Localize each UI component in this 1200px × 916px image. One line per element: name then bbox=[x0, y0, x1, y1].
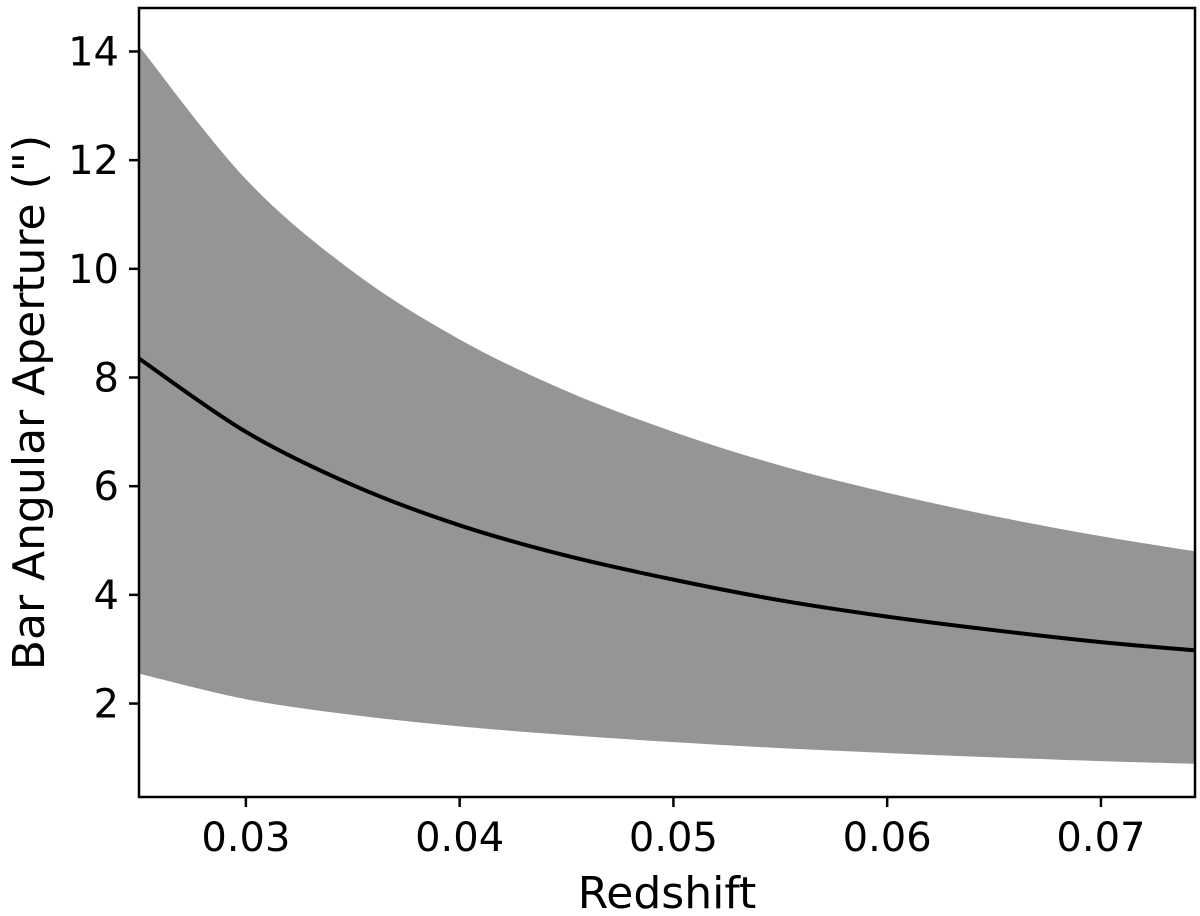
y-tick-label: 6 bbox=[94, 464, 119, 510]
y-tick-label: 10 bbox=[68, 247, 119, 293]
y-axis-label: Bar Angular Aperture (") bbox=[4, 135, 55, 670]
x-axis-label: Redshift bbox=[578, 868, 757, 916]
x-axis: 0.03 0.04 0.05 0.06 0.07 bbox=[201, 797, 1145, 861]
x-tick-label: 0.07 bbox=[1056, 815, 1145, 861]
axes-frame bbox=[137, 6, 1197, 799]
x-tick-label: 0.03 bbox=[201, 815, 290, 861]
y-axis: 2 4 6 8 10 12 14 bbox=[68, 29, 139, 728]
y-tick-label: 2 bbox=[94, 682, 119, 728]
y-tick-label: 14 bbox=[68, 29, 119, 75]
y-tick-label: 8 bbox=[94, 356, 119, 402]
x-tick-label: 0.04 bbox=[415, 815, 504, 861]
y-tick-label: 4 bbox=[94, 573, 119, 619]
plot-area bbox=[137, 46, 1196, 764]
y-tick-label: 12 bbox=[68, 138, 119, 184]
uncertainty-band bbox=[139, 46, 1195, 764]
central-line bbox=[137, 356, 1196, 653]
x-tick-label: 0.05 bbox=[629, 815, 718, 861]
x-tick-label: 0.06 bbox=[843, 815, 932, 861]
